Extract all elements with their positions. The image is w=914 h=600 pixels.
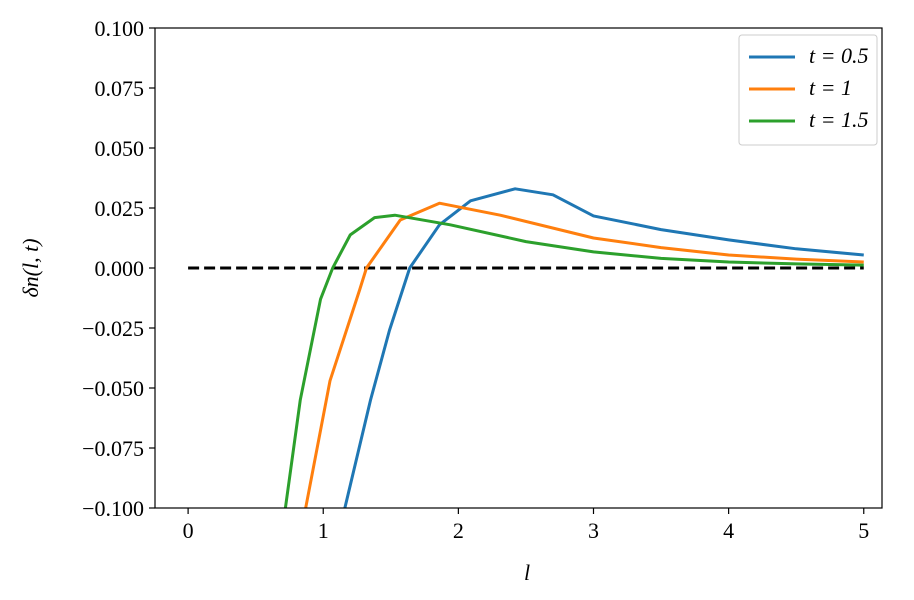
y-tick-label: 0.025 bbox=[95, 196, 145, 221]
y-tick-label: −0.050 bbox=[82, 376, 144, 401]
plot-frame bbox=[154, 27, 883, 509]
y-tick-label: 0.050 bbox=[95, 136, 145, 161]
x-axis-label: l bbox=[524, 560, 530, 585]
x-tick-label: 4 bbox=[723, 518, 734, 543]
y-tick-label: −0.100 bbox=[82, 496, 144, 521]
y-tick-label: −0.025 bbox=[82, 316, 144, 341]
y-tick-label: 0.100 bbox=[95, 16, 145, 41]
legend-box bbox=[738, 34, 878, 146]
y-tick-label: 0.075 bbox=[95, 76, 145, 101]
x-tick-label: 0 bbox=[183, 518, 194, 543]
legend-label: t = 1 bbox=[809, 75, 852, 100]
legend-label: t = 0.5 bbox=[809, 43, 868, 68]
series-line bbox=[283, 213, 864, 508]
y-tick-label: −0.075 bbox=[82, 436, 144, 461]
series-line bbox=[343, 187, 864, 508]
y-axis-label: δn(l, t) bbox=[18, 238, 43, 297]
x-tick-label: 5 bbox=[858, 518, 869, 543]
x-tick-label: 1 bbox=[318, 518, 329, 543]
y-tick-label: 0.000 bbox=[95, 256, 145, 281]
x-tick-label: 2 bbox=[453, 518, 464, 543]
legend-label: t = 1.5 bbox=[809, 107, 868, 132]
series-line bbox=[304, 201, 864, 508]
x-tick-label: 3 bbox=[588, 518, 599, 543]
